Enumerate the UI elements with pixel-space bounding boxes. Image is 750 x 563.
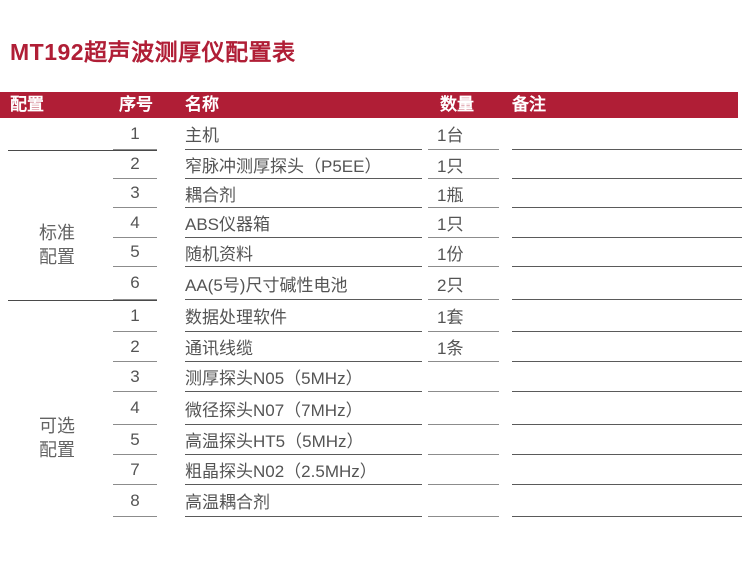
cell-name: 高温耦合剂 (185, 485, 422, 517)
cell-index: 5 (113, 238, 157, 267)
cell-index: 1 (113, 118, 157, 150)
cell-index: 3 (113, 179, 157, 208)
cell-name: ABS仪器箱 (185, 208, 422, 238)
cell-index: 5 (113, 425, 157, 455)
config-group-label: 标准 配置 (39, 223, 75, 267)
cell-qty: 1只 (428, 150, 499, 179)
cell-note (512, 392, 742, 425)
cell-index: 6 (113, 267, 157, 300)
cell-name: 窄脉冲测厚探头（P5EE） (185, 150, 422, 179)
table-row: 1 主机 1台 (0, 118, 750, 151)
table-row: 8 高温耦合剂 (0, 485, 750, 517)
cell-note (512, 179, 742, 208)
cell-qty (428, 362, 499, 392)
table-row: 2 窄脉冲测厚探头（P5EE） 1只 (0, 150, 750, 179)
table-row: 5 高温探头HT5（5MHz） (0, 425, 750, 455)
cell-qty (428, 425, 499, 455)
table-row: 7 粗晶探头N02（2.5MHz） (0, 455, 750, 485)
cell-name: 微径探头N07（7MHz） (185, 392, 422, 425)
cell-note (512, 208, 742, 238)
cell-qty: 1瓶 (428, 179, 499, 208)
cell-qty: 1份 (428, 238, 499, 267)
cell-note (512, 485, 742, 517)
cell-qty (428, 455, 499, 485)
config-group-label: 可选 配置 (39, 416, 75, 460)
col-header-name: 名称 (185, 95, 219, 114)
cell-name: 高温探头HT5（5MHz） (185, 425, 422, 455)
cell-note (512, 267, 742, 300)
cell-qty: 1套 (428, 300, 499, 332)
cell-index: 4 (113, 208, 157, 238)
table-row: 5 随机资料 1份 (0, 238, 750, 267)
table-body: 1 主机 1台 2 窄脉冲测厚探头（P5EE） 1只 3 耦合剂 1瓶 4 ABS仪器箱 1只 5 随机资… (0, 118, 750, 517)
cell-index: 2 (113, 150, 157, 179)
table-header-row: 配置 序号 名称 数量 备注 (0, 92, 738, 118)
table-row: 3 测厚探头N05（5MHz） (0, 362, 750, 392)
cell-index: 3 (113, 362, 157, 392)
cell-name: 耦合剂 (185, 179, 422, 208)
cell-name: 通讯线缆 (185, 332, 422, 362)
table-row: 2 通讯线缆 1条 (0, 332, 750, 362)
cell-note (512, 150, 742, 179)
cell-qty (428, 485, 499, 517)
cell-index: 7 (113, 455, 157, 485)
page-title: MT192超声波测厚仪配置表 (10, 39, 296, 65)
col-header-note: 备注 (512, 95, 546, 114)
cell-index: 8 (113, 485, 157, 517)
cell-note (512, 425, 742, 455)
cell-name: AA(5号)尺寸碱性电池 (185, 267, 422, 300)
cell-qty: 1台 (428, 118, 499, 150)
cell-note (512, 238, 742, 267)
config-column-rule (8, 300, 157, 301)
cell-index: 1 (113, 300, 157, 332)
cell-name: 数据处理软件 (185, 300, 422, 332)
cell-note (512, 455, 742, 485)
cell-index: 4 (113, 392, 157, 425)
table-row: 4 ABS仪器箱 1只 (0, 208, 750, 238)
cell-qty: 1只 (428, 208, 499, 238)
cell-qty: 1条 (428, 332, 499, 362)
cell-note (512, 118, 742, 150)
table-row: 3 耦合剂 1瓶 (0, 179, 750, 208)
cell-note (512, 332, 742, 362)
cell-name: 测厚探头N05（5MHz） (185, 362, 422, 392)
table-row: 1 数据处理软件 1套 (0, 300, 750, 332)
cell-name: 随机资料 (185, 238, 422, 267)
col-header-config: 配置 (10, 95, 44, 114)
config-column-rule (8, 150, 157, 151)
cell-name: 主机 (185, 118, 422, 150)
col-header-qty: 数量 (440, 95, 474, 114)
cell-index: 2 (113, 332, 157, 362)
table-row: 6 AA(5号)尺寸碱性电池 2只 (0, 267, 750, 301)
cell-note (512, 300, 742, 332)
table-row: 4 微径探头N07（7MHz） (0, 392, 750, 425)
col-header-index: 序号 (119, 95, 153, 114)
cell-qty: 2只 (428, 267, 499, 300)
cell-name: 粗晶探头N02（2.5MHz） (185, 455, 422, 485)
cell-note (512, 362, 742, 392)
cell-qty (428, 392, 499, 425)
